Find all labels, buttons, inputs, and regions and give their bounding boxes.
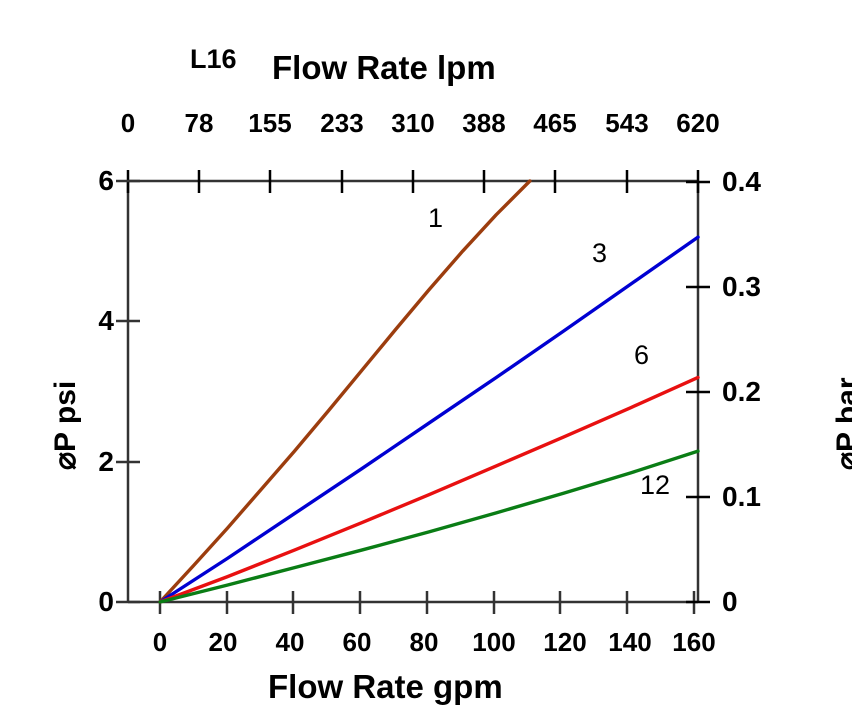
top-tick-label: 543 bbox=[605, 108, 649, 138]
left-tick-label: 2 bbox=[98, 446, 114, 477]
bottom-tick-label: 40 bbox=[275, 627, 305, 657]
left-tick-label: 4 bbox=[98, 305, 114, 336]
series-label-6: 6 bbox=[634, 340, 650, 370]
top-tick-label: 233 bbox=[320, 108, 364, 138]
right-tick-label: 0.4 bbox=[722, 166, 761, 197]
series-label-3: 3 bbox=[592, 238, 608, 268]
series-line-12 bbox=[158, 449, 700, 604]
bottom-tick-label: 80 bbox=[409, 627, 439, 657]
right-axis-ticks bbox=[686, 180, 710, 604]
left-axis-ticks bbox=[116, 179, 140, 604]
right-tick-label: 0.2 bbox=[722, 376, 761, 407]
top-tick-label: 310 bbox=[391, 108, 435, 138]
series-group-label: L16 bbox=[190, 44, 237, 74]
series-label-1: 1 bbox=[428, 203, 444, 233]
top-tick-label: 0 bbox=[120, 108, 136, 138]
top-axis-tick-labels: 0 78 155 233 310 388 465 543 620 bbox=[0, 108, 852, 138]
left-tick-label: 6 bbox=[98, 165, 114, 196]
top-tick-label: 388 bbox=[462, 108, 506, 138]
top-axis-ticks bbox=[126, 170, 700, 193]
top-axis-title: Flow Rate lpm bbox=[272, 49, 496, 86]
series-line-1 bbox=[158, 179, 532, 604]
bottom-tick-label: 140 bbox=[608, 627, 652, 657]
bottom-axis-tick-labels: 0 20 40 60 80 100 120 140 160 bbox=[0, 627, 852, 657]
right-tick-label: 0.3 bbox=[722, 271, 761, 302]
bottom-axis-title: Flow Rate gpm bbox=[268, 668, 503, 705]
plot-frame bbox=[126, 179, 700, 604]
top-tick-label: 465 bbox=[533, 108, 577, 138]
top-tick-label: 78 bbox=[184, 108, 214, 138]
bottom-tick-label: 160 bbox=[672, 627, 716, 657]
bottom-tick-label: 120 bbox=[543, 627, 587, 657]
bottom-tick-label: 20 bbox=[208, 627, 238, 657]
bottom-tick-label: 60 bbox=[342, 627, 372, 657]
right-tick-label: 0.1 bbox=[722, 481, 761, 512]
top-tick-label: 155 bbox=[248, 108, 292, 138]
top-tick-label: 620 bbox=[676, 108, 720, 138]
series-line-6 bbox=[158, 375, 700, 604]
series-line-3 bbox=[158, 235, 700, 604]
left-tick-label: 0 bbox=[98, 586, 114, 617]
right-tick-label: 0 bbox=[722, 586, 738, 617]
bottom-axis-ticks bbox=[158, 591, 696, 614]
data-curves bbox=[158, 179, 700, 604]
bottom-tick-label: 0 bbox=[152, 627, 168, 657]
bottom-tick-label: 100 bbox=[472, 627, 516, 657]
series-label-12: 12 bbox=[640, 470, 671, 500]
